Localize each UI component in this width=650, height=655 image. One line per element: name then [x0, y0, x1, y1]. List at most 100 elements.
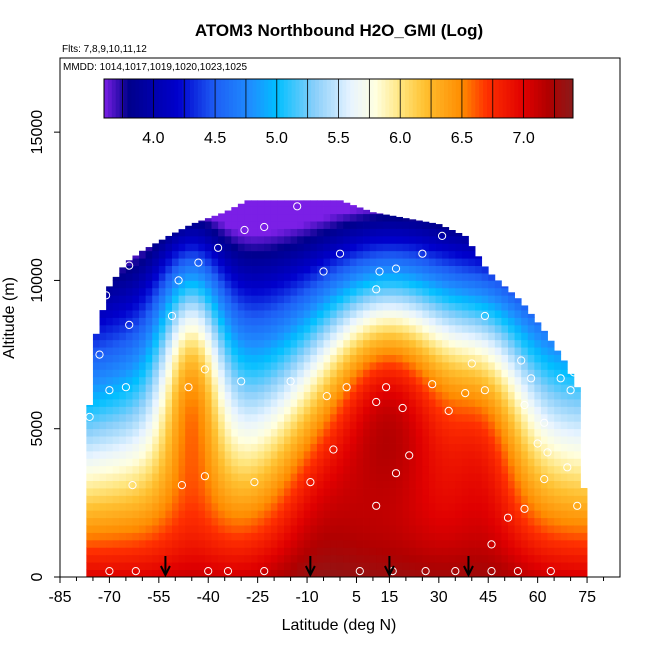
heatmap-cell	[290, 539, 298, 548]
heatmap-cell	[244, 465, 252, 474]
heatmap-cell	[343, 413, 351, 422]
heatmap-cell	[132, 391, 140, 400]
heatmap-cell	[488, 295, 496, 304]
heatmap-cell	[231, 376, 239, 385]
heatmap-cell	[218, 539, 226, 548]
heatmap-cell	[125, 421, 133, 430]
heatmap-cell	[435, 480, 443, 489]
heatmap-cell	[218, 376, 226, 385]
heatmap-cell	[573, 502, 581, 511]
heatmap-cell	[422, 310, 430, 318]
heatmap-cell	[540, 502, 548, 511]
heatmap-cell	[145, 450, 153, 459]
heatmap-cell	[270, 302, 278, 311]
heatmap-cell	[534, 421, 542, 430]
heatmap-cell	[86, 404, 94, 407]
heatmap-cell	[415, 428, 423, 437]
heatmap-cell	[481, 547, 489, 556]
observation-point	[125, 261, 134, 270]
heatmap-cell	[349, 332, 357, 341]
heatmap-cell	[409, 421, 417, 430]
heatmap-cell	[303, 376, 311, 385]
heatmap-cell	[455, 399, 463, 407]
heatmap-cell	[185, 554, 193, 563]
heatmap-cell	[363, 532, 371, 541]
heatmap-cell	[231, 324, 239, 333]
heatmap-cell	[185, 428, 193, 437]
heatmap-cell	[554, 532, 562, 541]
heatmap-cell	[139, 332, 147, 341]
heatmap-cell	[119, 458, 127, 467]
heatmap-cell	[573, 480, 581, 489]
heatmap-cell	[369, 212, 377, 215]
heatmap-cell	[422, 465, 430, 474]
heatmap-cell	[92, 361, 100, 370]
heatmap-cell	[264, 287, 272, 296]
heatmap-cell	[218, 273, 226, 281]
heatmap-cell	[251, 235, 259, 244]
heatmap-cell	[481, 569, 489, 578]
observation-point	[177, 481, 186, 490]
heatmap-cell	[139, 317, 147, 326]
heatmap-cell	[139, 480, 147, 489]
heatmap-cell	[198, 488, 206, 496]
heatmap-cell	[567, 525, 575, 533]
heatmap-cell	[402, 554, 410, 563]
heatmap-cell	[356, 547, 364, 556]
colorbar-segment	[420, 79, 425, 118]
heatmap-cell	[224, 228, 232, 237]
heatmap-cell	[158, 525, 166, 533]
heatmap-cell	[494, 562, 502, 570]
heatmap-cell	[257, 361, 265, 370]
heatmap-cell	[237, 391, 245, 400]
heatmap-cell	[112, 554, 120, 563]
heatmap-cell	[139, 265, 147, 274]
heatmap-cell	[224, 510, 232, 519]
heatmap-cell	[468, 332, 476, 341]
heatmap-cell	[211, 539, 219, 548]
heatmap-cell	[396, 243, 403, 252]
heatmap-cell	[369, 258, 377, 266]
colorbar-segment	[510, 79, 515, 118]
heatmap-cell	[119, 376, 127, 385]
heatmap-cell	[508, 302, 515, 311]
heatmap-cell	[145, 443, 153, 452]
heatmap-cell	[106, 510, 114, 519]
heatmap-cell	[316, 436, 324, 444]
heatmap-cell	[409, 399, 417, 407]
heatmap-cell	[152, 473, 160, 482]
heatmap-cell	[152, 280, 160, 289]
heatmap-cell	[448, 280, 456, 289]
heatmap-cell	[125, 562, 133, 570]
heatmap-cell	[415, 532, 423, 541]
colorbar-segment	[389, 79, 394, 118]
observation-point	[293, 202, 302, 211]
heatmap-cell	[455, 436, 463, 444]
heatmap-cell	[92, 495, 100, 504]
heatmap-cell	[363, 421, 371, 430]
heatmap-cell	[389, 465, 397, 474]
heatmap-cell	[461, 258, 469, 266]
heatmap-cell	[448, 480, 456, 489]
heatmap-cell	[349, 221, 357, 229]
heatmap-cell	[310, 473, 318, 482]
observation-point	[372, 397, 381, 407]
heatmap-cell	[521, 465, 529, 474]
heatmap-cell	[369, 213, 377, 222]
heatmap-cell	[198, 436, 206, 444]
heatmap-cell	[165, 473, 173, 482]
heatmap-cell	[178, 280, 186, 289]
heatmap-cell	[560, 406, 568, 415]
heatmap-cell	[237, 250, 245, 259]
heatmap-cell	[310, 273, 318, 281]
heatmap-cell	[218, 221, 226, 229]
heatmap-cell	[396, 221, 403, 229]
heatmap-cell	[316, 532, 324, 541]
heatmap-cell	[508, 347, 515, 355]
heatmap-cell	[330, 206, 338, 215]
heatmap-cell	[191, 354, 199, 363]
heatmap-cell	[527, 324, 535, 333]
heatmap-cell	[461, 458, 469, 467]
colorbar-segment	[530, 79, 535, 118]
heatmap-cell	[402, 488, 410, 496]
